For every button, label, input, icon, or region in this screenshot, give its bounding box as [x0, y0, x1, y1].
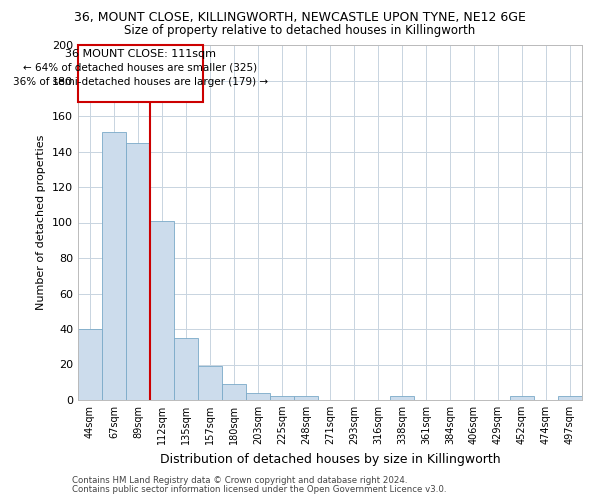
Bar [270, 396, 294, 400]
Bar [246, 393, 270, 400]
Text: ← 64% of detached houses are smaller (325): ← 64% of detached houses are smaller (32… [23, 63, 257, 73]
Y-axis label: Number of detached properties: Number of detached properties [37, 135, 46, 310]
Text: Contains HM Land Registry data © Crown copyright and database right 2024.: Contains HM Land Registry data © Crown c… [72, 476, 407, 485]
Text: Size of property relative to detached houses in Killingworth: Size of property relative to detached ho… [124, 24, 476, 37]
Bar [126, 142, 150, 400]
Text: 36 MOUNT CLOSE: 111sqm: 36 MOUNT CLOSE: 111sqm [65, 48, 216, 58]
Bar [78, 329, 102, 400]
Bar [390, 396, 414, 400]
Text: 36% of semi-detached houses are larger (179) →: 36% of semi-detached houses are larger (… [13, 77, 268, 87]
Bar [198, 366, 222, 400]
Bar [174, 338, 198, 400]
X-axis label: Distribution of detached houses by size in Killingworth: Distribution of detached houses by size … [160, 452, 500, 466]
Bar [558, 396, 582, 400]
Bar [294, 396, 318, 400]
Bar [102, 132, 126, 400]
Text: 36, MOUNT CLOSE, KILLINGWORTH, NEWCASTLE UPON TYNE, NE12 6GE: 36, MOUNT CLOSE, KILLINGWORTH, NEWCASTLE… [74, 11, 526, 24]
Bar [510, 396, 534, 400]
Bar [222, 384, 246, 400]
FancyBboxPatch shape [78, 45, 203, 102]
Text: Contains public sector information licensed under the Open Government Licence v3: Contains public sector information licen… [72, 484, 446, 494]
Bar [150, 220, 174, 400]
